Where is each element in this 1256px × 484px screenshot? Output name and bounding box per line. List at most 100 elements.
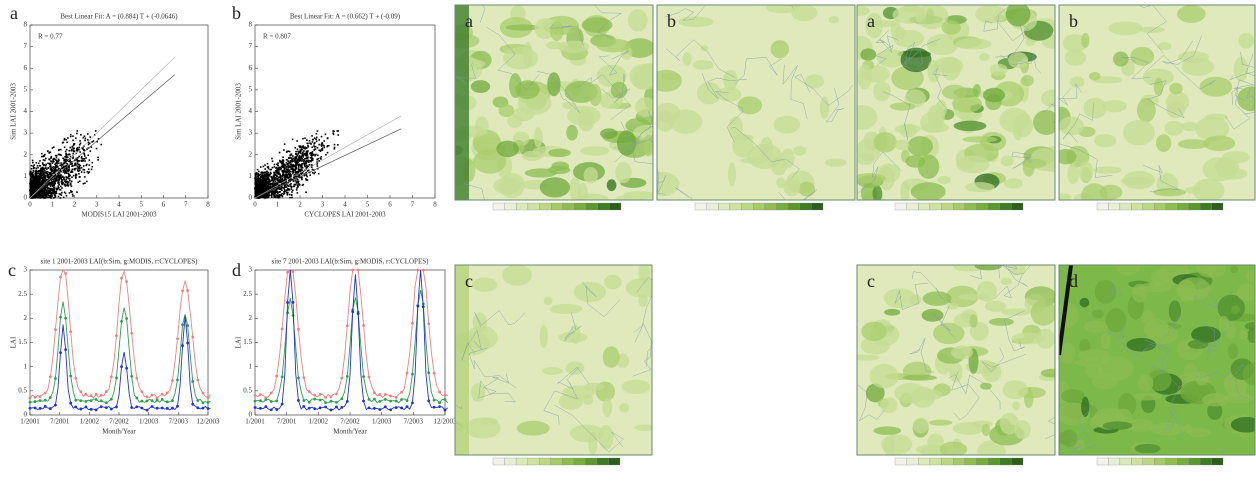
scatter-point (47, 197, 49, 199)
vegetation-patch (525, 168, 557, 177)
scatter-point (64, 170, 66, 172)
scatter-point (274, 166, 276, 168)
series-marker (196, 379, 199, 382)
scatter-point (284, 143, 286, 145)
series-marker (264, 405, 267, 408)
series-marker (105, 406, 108, 409)
scatter-point (283, 164, 285, 166)
scatter-point (97, 159, 99, 161)
scatter-point (65, 176, 67, 178)
series-marker (313, 398, 316, 401)
x-tick-label: 7/2002 (109, 418, 129, 426)
scatter-point (81, 167, 83, 169)
scatter-point (308, 161, 310, 163)
scatter-point (308, 166, 310, 168)
colorbar-cell (1200, 458, 1211, 465)
series-marker (59, 276, 62, 279)
scatter-point (257, 190, 259, 192)
series-marker (49, 396, 52, 399)
scatter-point (321, 136, 323, 138)
series-marker (130, 332, 133, 335)
series-marker (362, 375, 365, 378)
scatter-point (46, 173, 48, 175)
x-tick-label: 2 (298, 201, 302, 209)
scatter-point (293, 165, 295, 167)
scatter-point (274, 172, 276, 174)
y-tick-label: 0.5 (243, 386, 252, 394)
scatter-point (39, 170, 41, 172)
scatter-point (42, 177, 44, 179)
scatter-point (312, 141, 314, 143)
series-marker (85, 406, 88, 409)
vegetation-patch (894, 383, 925, 404)
series-marker (313, 407, 316, 410)
scatter-point (288, 150, 290, 152)
scatter-point (307, 156, 309, 158)
scatter-point (267, 172, 269, 174)
series-marker (324, 401, 327, 404)
colorbar-cell (505, 458, 517, 465)
colorbar-cell (516, 203, 528, 210)
series-marker (161, 407, 164, 410)
scatter-point (72, 150, 74, 152)
scatter-point (50, 189, 52, 191)
vegetation-patch (540, 177, 570, 197)
scatter-point (312, 151, 314, 153)
scatter-point (37, 177, 39, 179)
y-tick-label: 0 (249, 411, 253, 419)
series-marker (59, 351, 62, 354)
vegetation-patch (1036, 329, 1055, 349)
colorbar-cell (765, 203, 777, 210)
scatter-point (64, 162, 66, 164)
scatter-point (294, 169, 296, 171)
scatter-point (51, 156, 53, 158)
scatter-point (39, 173, 41, 175)
scatter-point (38, 184, 40, 186)
scatter-point (71, 149, 73, 151)
scatter-point (79, 151, 81, 153)
series-marker (202, 401, 205, 404)
scatter-point (36, 196, 38, 198)
r-value: R = 0.807 (263, 33, 291, 41)
series-marker (85, 393, 88, 396)
vegetation-patch (1204, 257, 1217, 275)
scatter-point (72, 194, 74, 196)
scatter-point (55, 165, 57, 167)
vegetation-patch (942, 85, 967, 100)
vegetation-patch (1169, 300, 1181, 321)
x-tick-label: 1/2002 (309, 418, 329, 426)
vegetation-patch (596, 39, 631, 53)
series-marker (362, 324, 365, 327)
vegetation-patch (975, 262, 1002, 271)
vegetation-patch (1166, 101, 1185, 118)
colorbar-cell (585, 458, 597, 465)
scatter-point (59, 165, 61, 167)
scatter-point (263, 183, 265, 185)
y-tick-label: 0 (24, 411, 28, 419)
scatter-point (334, 144, 336, 146)
scatter-point (286, 189, 288, 191)
series-marker (161, 393, 164, 396)
x-tick-label: 7 (411, 201, 415, 209)
scatter-point (259, 183, 261, 185)
map-layer (621, 0, 855, 223)
scatter-point (63, 177, 65, 179)
colorbar-cell (493, 203, 505, 210)
plot-title: site 1 2001-2003 LAI(b:Sim, g:MODIS, r:C… (41, 258, 199, 266)
series-marker (34, 400, 37, 403)
scatter-point (308, 164, 310, 166)
scatter-point (62, 157, 64, 159)
scatter-point (292, 166, 294, 168)
scatter-point (35, 189, 37, 191)
scatter-point (287, 176, 289, 178)
scatter-point (88, 144, 90, 146)
scatter-point (307, 161, 309, 163)
series-marker (74, 399, 77, 402)
series-marker (49, 407, 52, 410)
scatter-point (63, 171, 65, 173)
vegetation-patch (1093, 166, 1121, 173)
scatter-point (278, 197, 280, 199)
scatter-point (48, 187, 50, 189)
scatter-point (324, 147, 326, 149)
vegetation-patch (603, 346, 620, 368)
